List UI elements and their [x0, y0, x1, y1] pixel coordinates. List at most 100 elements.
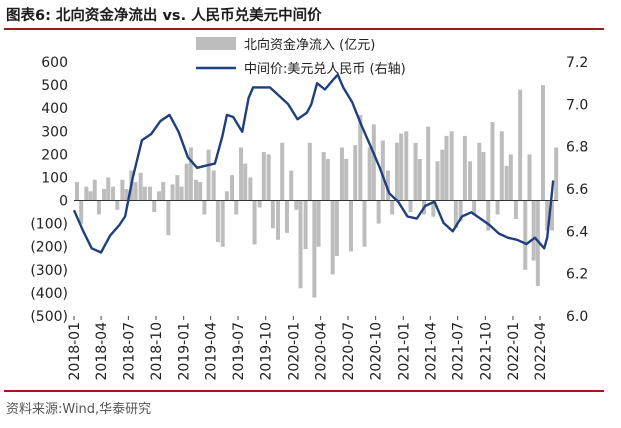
- right-axis: 7.2 7.0 6.8 6.6 6.4 6.2 6.0: [566, 55, 588, 325]
- bar: [404, 131, 409, 201]
- bar: [211, 170, 216, 201]
- x-tick-label: 2018-04: [94, 322, 110, 381]
- bar: [495, 200, 500, 215]
- x-tick-label: 2019-04: [204, 322, 220, 381]
- bar: [289, 170, 294, 201]
- bar-series: [75, 85, 559, 298]
- bar: [481, 152, 486, 201]
- bar: [179, 186, 184, 201]
- right-tick-label: 6.4: [566, 224, 588, 240]
- x-axis: 2018-01 2018-04 2018-07 2018-10 2019-01 2019-…: [67, 316, 549, 381]
- bar: [385, 170, 390, 201]
- bar: [535, 200, 540, 286]
- left-tick-label: 100: [41, 170, 68, 186]
- right-tick-label: 6.0: [566, 309, 588, 325]
- bar: [230, 175, 235, 201]
- bar: [435, 161, 440, 201]
- figure-title: 图表6: 北向资金净流出 vs. 人民币兑美元中间价: [6, 8, 322, 24]
- source-note: 资料来源:Wind,华泰研究: [6, 402, 152, 417]
- bar: [266, 154, 271, 201]
- x-tick-label: 2021-01: [396, 322, 412, 381]
- bar: [499, 131, 504, 201]
- bar: [523, 200, 528, 270]
- title-underline: [4, 28, 604, 30]
- bar: [362, 200, 367, 247]
- bar: [353, 145, 358, 201]
- x-tick-label: 2021-04: [423, 322, 439, 381]
- bar: [540, 85, 545, 201]
- bar: [234, 200, 239, 215]
- bar: [243, 163, 248, 201]
- legend-line-label: 中间价:美元兑人民币 (右轴): [244, 62, 406, 77]
- bar: [549, 200, 554, 231]
- bar: [431, 200, 436, 217]
- x-tick-label: 2018-07: [121, 322, 137, 381]
- left-tick-label: (500): [30, 309, 68, 325]
- bar: [215, 200, 220, 243]
- x-tick-label: 2020-04: [314, 322, 330, 381]
- bar: [184, 163, 189, 201]
- bar: [467, 161, 472, 201]
- bar: [394, 142, 399, 201]
- left-tick-label: 200: [41, 147, 68, 163]
- x-tick-label: 2020-10: [369, 322, 385, 381]
- bar: [298, 200, 303, 289]
- legend: 北向资金净流入 (亿元) 中间价:美元兑人民币 (右轴): [196, 37, 406, 77]
- x-tick-label: 2019-10: [259, 322, 275, 381]
- bar: [312, 200, 317, 298]
- bar: [413, 142, 418, 201]
- bar: [88, 191, 93, 201]
- bar: [248, 177, 253, 201]
- bar: [166, 200, 171, 236]
- bar: [554, 147, 559, 201]
- x-tick-label: 2020-07: [341, 322, 357, 381]
- bar: [453, 200, 458, 229]
- bar: [261, 152, 266, 201]
- footer-rule: [4, 390, 604, 392]
- bar: [518, 89, 523, 201]
- bar: [275, 200, 280, 240]
- x-tick-label: 2019-01: [177, 322, 193, 381]
- bar: [399, 133, 404, 201]
- right-tick-label: 7.2: [566, 55, 588, 71]
- bar: [239, 147, 244, 201]
- bar: [339, 147, 344, 201]
- legend-bar-swatch: [196, 37, 236, 50]
- bar: [170, 184, 175, 201]
- bar: [157, 191, 162, 201]
- left-tick-label: (400): [30, 286, 68, 302]
- right-tick-label: 6.6: [566, 182, 588, 198]
- left-tick-label: (100): [30, 217, 68, 233]
- bar: [325, 158, 330, 201]
- x-tick-label: 2022-04: [533, 322, 549, 381]
- bar: [124, 189, 129, 201]
- x-tick-label: 2018-01: [67, 322, 83, 381]
- bar: [531, 200, 536, 261]
- left-tick-label: (300): [30, 263, 68, 279]
- bar: [252, 200, 257, 245]
- x-tick-label: 2022-01: [506, 322, 522, 381]
- bar: [376, 200, 381, 224]
- bar: [307, 142, 312, 201]
- bar: [344, 158, 349, 201]
- bar: [206, 149, 211, 201]
- bar: [486, 200, 491, 231]
- bar: [477, 142, 482, 201]
- x-tick-label: 2019-07: [231, 322, 247, 381]
- bar: [79, 200, 84, 224]
- bar: [458, 200, 463, 222]
- bar: [133, 182, 138, 201]
- line-series: [72, 73, 555, 254]
- bar: [440, 149, 445, 201]
- bar: [508, 154, 513, 201]
- bar: [348, 200, 353, 252]
- bar: [417, 158, 422, 201]
- left-tick-label: 600: [41, 55, 68, 71]
- bar: [111, 186, 116, 201]
- bar: [330, 200, 335, 275]
- bar: [75, 182, 79, 201]
- bar: [148, 186, 153, 201]
- bar: [303, 200, 308, 250]
- bar: [285, 200, 290, 233]
- right-tick-label: 6.2: [566, 267, 588, 283]
